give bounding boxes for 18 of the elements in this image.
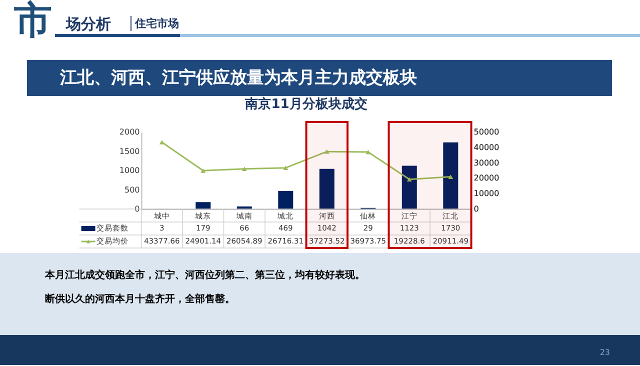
y-tick-label: 2000 xyxy=(119,128,140,136)
text: 住宅市场 xyxy=(134,17,179,30)
y-tick-label: 1000 xyxy=(119,166,140,175)
y2-tick-label: 40000 xyxy=(474,142,500,152)
text: 本月江北成交领跑全市，江宁、河西位列第二、第三位，均有较好表现。 xyxy=(44,269,365,281)
y2-tick-label: 50000 xyxy=(474,128,500,136)
chart-title: 南京11月分板块成交 xyxy=(244,96,368,112)
text: 江北、河西、江宁供应放量为本月主力成交板块 xyxy=(59,68,417,88)
y-tick-label: 0 xyxy=(134,204,140,214)
y-tick-label: 500 xyxy=(124,185,140,194)
y2-tick-label: 30000 xyxy=(474,158,500,168)
y2-tick-label: 10000 xyxy=(474,189,500,198)
text: 23 xyxy=(600,348,610,357)
text: 断供以久的河西本月十盘齐开，全部售罄。 xyxy=(45,293,235,305)
y-tick-label: 1500 xyxy=(119,146,140,156)
y2-tick-label: 0 xyxy=(474,204,479,214)
y2-tick-label: 20000 xyxy=(474,174,500,183)
text: 市场分析 xyxy=(14,0,111,42)
